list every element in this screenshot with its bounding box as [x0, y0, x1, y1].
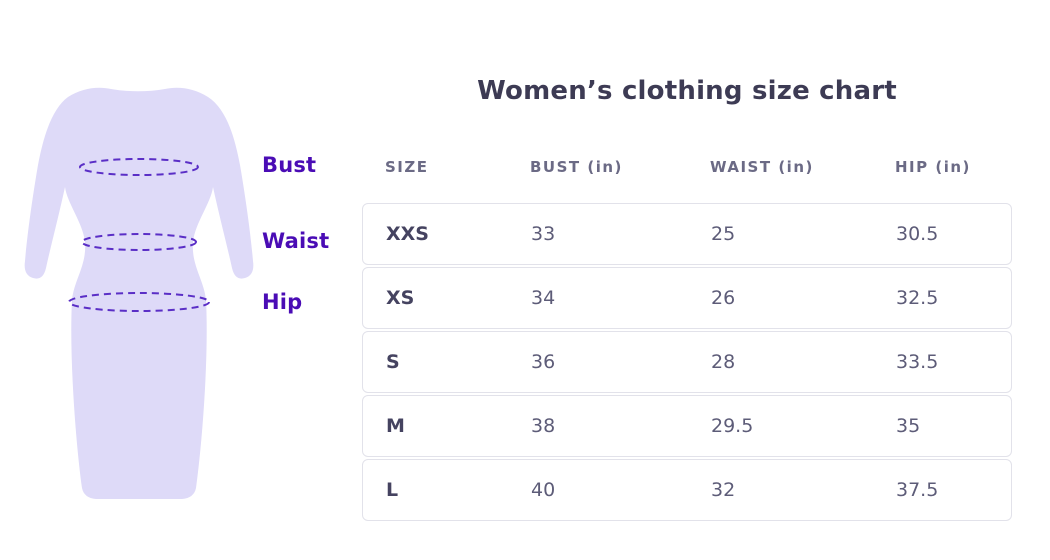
page-title: Women’s clothing size chart: [477, 76, 897, 106]
hip-measure-line: [68, 292, 210, 312]
hip-value-cell: 35: [896, 415, 921, 437]
bust-value-cell: 40: [531, 479, 556, 501]
hip-value-cell: 30.5: [896, 223, 939, 245]
bust-measure-line: [79, 158, 199, 176]
hip-value-cell: 32.5: [896, 287, 939, 309]
table-row: M 38 29.5 35: [362, 395, 1012, 457]
hip-value-cell: 37.5: [896, 479, 939, 501]
hip-label: Hip: [262, 290, 303, 314]
waist-value-cell: 29.5: [711, 415, 754, 437]
size-cell: M: [386, 415, 405, 437]
size-cell: XS: [386, 287, 415, 309]
size-cell: L: [386, 479, 399, 501]
bust-value-cell: 33: [531, 223, 556, 245]
waist-value-cell: 32: [711, 479, 736, 501]
column-header-bust: BUST (in): [530, 158, 623, 176]
size-table: XXS 33 25 30.5 XS 34 26 32.5 S 36 28 33.5 M 38 29.5 35 L…: [362, 203, 1012, 521]
waist-value-cell: 26: [711, 287, 736, 309]
bust-value-cell: 38: [531, 415, 556, 437]
size-cell: S: [386, 351, 400, 373]
waist-value-cell: 28: [711, 351, 736, 373]
bust-value-cell: 36: [531, 351, 556, 373]
table-row: S 36 28 33.5: [362, 331, 1012, 393]
bust-value-cell: 34: [531, 287, 556, 309]
bust-label: Bust: [262, 153, 317, 177]
dress-figure: [24, 87, 254, 500]
column-header-size: SIZE: [385, 158, 429, 176]
waist-measure-line: [81, 233, 197, 251]
table-row: L 40 32 37.5: [362, 459, 1012, 521]
column-header-hip: HIP (in): [895, 158, 971, 176]
table-row: XS 34 26 32.5: [362, 267, 1012, 329]
size-cell: XXS: [386, 223, 429, 245]
hip-value-cell: 33.5: [896, 351, 939, 373]
waist-label: Waist: [262, 229, 330, 253]
column-header-waist: WAIST (in): [710, 158, 814, 176]
waist-value-cell: 25: [711, 223, 736, 245]
table-row: XXS 33 25 30.5: [362, 203, 1012, 265]
dress-silhouette: [24, 87, 254, 500]
table-header-row: SIZE BUST (in) WAIST (in) HIP (in): [362, 158, 1012, 176]
